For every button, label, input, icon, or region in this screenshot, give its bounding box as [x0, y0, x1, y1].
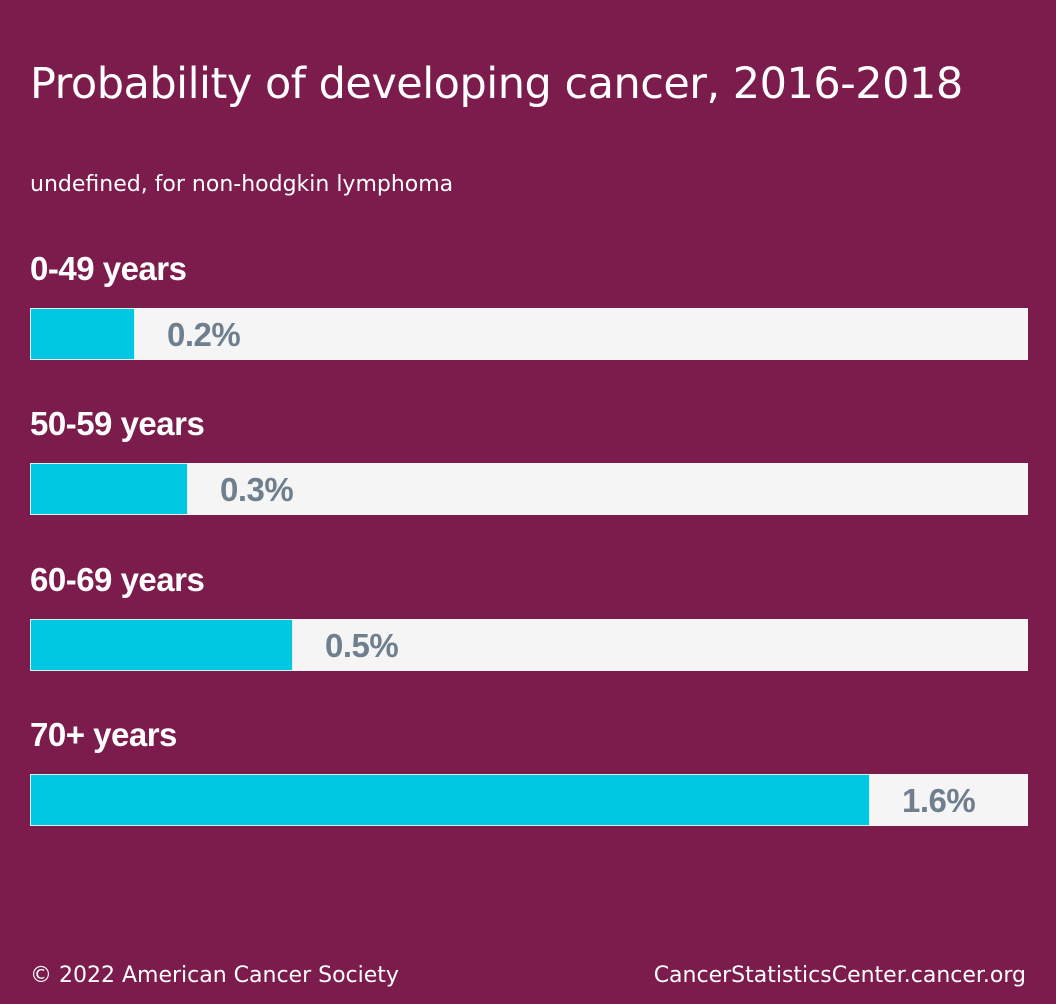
chart-title: Probability of developing cancer, 2016-2… [30, 59, 963, 109]
value-label: 0.3% [220, 471, 294, 508]
bar-group: 70+ years 1.6% [30, 716, 1028, 826]
category-label: 50-59 years [30, 405, 205, 442]
bar-track: 0.3% [30, 463, 1028, 515]
category-label: 0-49 years [30, 250, 187, 287]
site-link[interactable]: CancerStatisticsCenter.cancer.org [653, 963, 1026, 988]
bar-group: 0-49 years 0.2% [30, 250, 1028, 360]
bar-track: 1.6% [30, 774, 1028, 826]
value-label: 0.5% [325, 627, 399, 664]
bar [30, 619, 293, 671]
bar [30, 774, 870, 826]
bar [30, 308, 135, 360]
chart-subtitle: undefined, for non-hodgkin lymphoma [30, 172, 454, 197]
category-label: 60-69 years [30, 561, 205, 598]
bar-group: 60-69 years 0.5% [30, 561, 1028, 671]
bar [30, 463, 188, 515]
category-label: 70+ years [30, 716, 177, 753]
value-label: 0.2% [167, 316, 241, 353]
bar-track: 0.2% [30, 308, 1028, 360]
bar-track: 0.5% [30, 619, 1028, 671]
bar-group: 50-59 years 0.3% [30, 405, 1028, 515]
value-label: 1.6% [902, 782, 976, 819]
copyright-text: © 2022 American Cancer Society [30, 963, 399, 988]
